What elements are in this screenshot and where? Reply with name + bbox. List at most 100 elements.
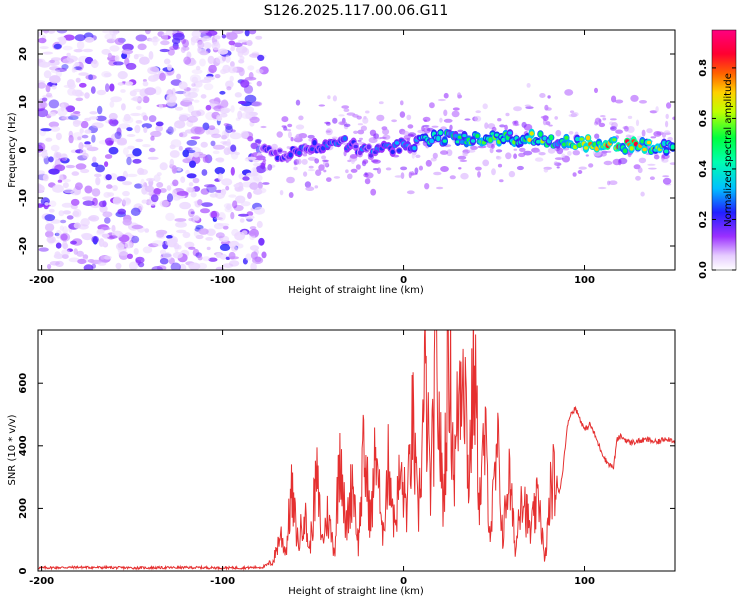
- noise-blob: [205, 104, 212, 111]
- ridge-halo: [597, 186, 607, 190]
- ridge-halo: [440, 166, 449, 172]
- noise-blob: [170, 139, 182, 148]
- noise-blob: [255, 69, 264, 74]
- ridge-halo: [611, 95, 617, 103]
- noise-blob: [190, 110, 202, 117]
- noise-blob: [130, 207, 141, 216]
- noise-blob: [199, 58, 206, 67]
- noise-blob: [48, 156, 54, 163]
- noise-blob: [127, 253, 133, 259]
- noise-blob: [255, 155, 266, 161]
- noise-blob: [222, 225, 229, 230]
- ridge-halo: [440, 150, 449, 155]
- snr-frame: [37, 329, 676, 572]
- ridge-core: [646, 140, 652, 145]
- noise-blob: [206, 246, 211, 251]
- noise-blob: [190, 136, 201, 140]
- ridge-halo: [362, 117, 369, 124]
- ridge-halo: [666, 102, 672, 109]
- noise-blob: [203, 184, 216, 188]
- noise-blob: [121, 49, 134, 55]
- ridge-halo: [322, 159, 329, 162]
- noise-blob: [175, 221, 187, 228]
- ridge-halo: [267, 164, 273, 171]
- ridge-halo: [568, 113, 578, 118]
- noise-blob: [100, 226, 111, 231]
- ridge-halo: [653, 131, 662, 137]
- ridge-halo: [543, 168, 549, 173]
- noise-blob: [221, 178, 233, 186]
- noise-blob: [82, 254, 89, 260]
- noise-blob: [68, 115, 79, 121]
- ridge-halo: [307, 169, 315, 172]
- noise-blob: [104, 33, 114, 40]
- noise-blob: [153, 188, 162, 195]
- noise-blob: [89, 111, 98, 115]
- ridge-halo: [513, 106, 522, 112]
- noise-blob: [246, 172, 256, 177]
- noise-blob: [49, 261, 60, 266]
- noise-blob: [191, 76, 198, 84]
- noise-blob: [201, 169, 208, 176]
- ridge-halo: [422, 116, 431, 122]
- ridge-halo: [353, 130, 359, 134]
- noise-blob: [81, 134, 89, 139]
- noise-blob: [52, 184, 64, 193]
- ridge-core: [529, 131, 534, 136]
- ridge-halo: [672, 116, 675, 121]
- noise-blob: [230, 144, 237, 152]
- ridge-halo: [350, 168, 358, 173]
- ridge-halo: [431, 125, 439, 128]
- noise-blob: [42, 173, 49, 182]
- noise-blob: [186, 173, 197, 179]
- noise-blob: [57, 179, 63, 183]
- ridge-halo: [602, 117, 607, 121]
- ridge-halo: [572, 172, 577, 177]
- noise-blob: [122, 147, 129, 155]
- noise-blob: [230, 46, 235, 52]
- ridge-core: [507, 131, 513, 135]
- noise-blob: [214, 74, 221, 79]
- noise-blob: [169, 150, 180, 158]
- ridge-halo: [357, 139, 362, 142]
- noise-blob: [144, 185, 155, 193]
- noise-blob: [83, 264, 94, 270]
- noise-blob: [80, 120, 89, 129]
- noise-blob: [247, 191, 252, 200]
- noise-blob: [39, 46, 49, 50]
- noise-blob: [50, 126, 61, 132]
- noise-blob: [219, 90, 226, 95]
- noise-blob: [84, 56, 94, 65]
- ridge-core: [429, 138, 434, 144]
- ridge-halo: [463, 153, 468, 157]
- noise-blob: [223, 147, 231, 156]
- noise-blob: [142, 144, 151, 148]
- ridge-halo: [459, 159, 468, 162]
- ridge-core: [436, 135, 441, 142]
- noise-blob: [180, 176, 186, 183]
- ridge-halo: [665, 120, 669, 128]
- noise-blob: [144, 30, 151, 35]
- ridge-halo: [615, 129, 623, 134]
- spectrogram-x-label: Height of straight line (km): [288, 285, 424, 296]
- noise-blob: [257, 181, 263, 190]
- noise-blob: [139, 56, 150, 65]
- x-tick-label: -100: [210, 275, 235, 286]
- ridge-core: [453, 134, 458, 138]
- noise-blob: [130, 112, 142, 117]
- noise-blob: [84, 144, 93, 148]
- ridge-halo: [333, 176, 341, 179]
- ridge-halo: [376, 167, 382, 174]
- snr-x-ticks: -200 -100 0 100: [29, 330, 595, 587]
- ridge-core: [562, 142, 567, 147]
- noise-blob: [149, 66, 159, 72]
- ridge-core: [470, 139, 476, 143]
- ridge-core: [275, 155, 280, 161]
- spectrogram-y-ticks: -20 -10 0 10 20: [18, 47, 675, 255]
- noise-blob: [88, 74, 93, 81]
- ridge-halo: [298, 115, 304, 121]
- colorbar-label: Normalized spectral amplitude: [723, 73, 734, 227]
- noise-blob: [258, 237, 265, 246]
- chart-title: S126.2025.117.00.06.G11: [264, 3, 449, 19]
- ridge-halo: [364, 178, 371, 185]
